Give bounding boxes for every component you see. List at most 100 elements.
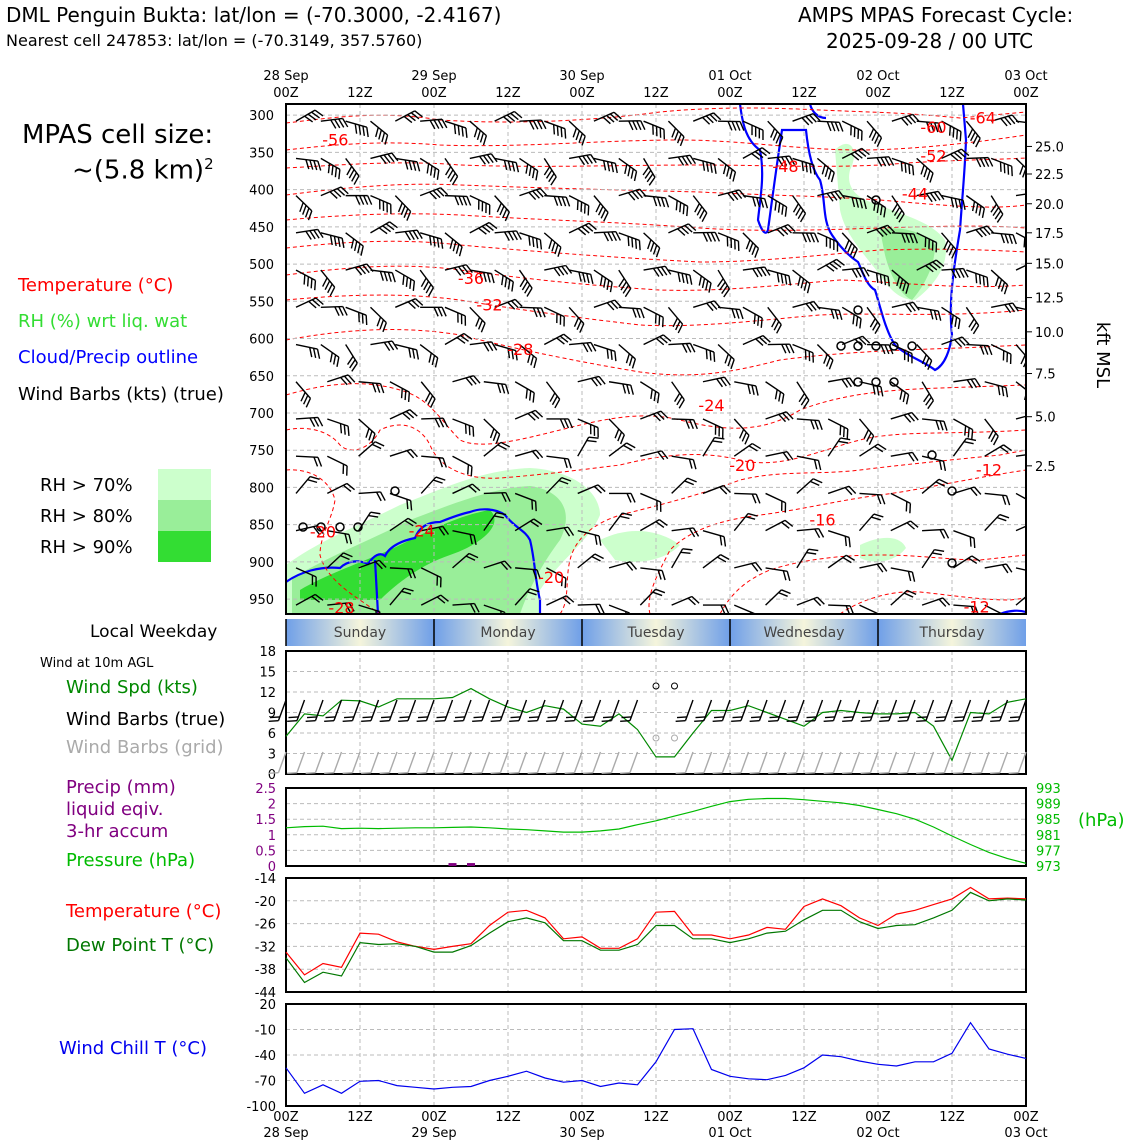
wind-barb <box>953 604 980 614</box>
wind-barb-feather <box>957 319 961 330</box>
wind-barb-feather <box>436 596 446 604</box>
wind-barb-feather <box>329 352 333 363</box>
wind-barb-feather <box>594 534 598 545</box>
wind-barb-feather <box>469 376 477 385</box>
wind-barb-feather <box>322 277 328 287</box>
top-hour-label: 00Z <box>865 86 891 101</box>
wind-barb-shaft <box>610 751 620 773</box>
wind-barb-feather <box>603 277 607 288</box>
wind-barb-feather <box>365 428 370 438</box>
wind-barb <box>984 492 1011 506</box>
wind-barb <box>435 699 454 723</box>
t-contour-mid-3 <box>286 294 1026 327</box>
wind-barb <box>577 529 602 546</box>
wind-barb <box>667 120 685 147</box>
wind-barb <box>320 343 340 367</box>
wind-barb <box>419 187 449 200</box>
temperature-contour-label: -52 <box>920 146 946 165</box>
wind-barb <box>527 699 546 723</box>
wind-barb-shaft <box>888 751 898 773</box>
wind-barb <box>544 194 571 207</box>
wind-barb-feather <box>905 501 908 512</box>
wind-barb <box>389 587 414 606</box>
pressure-line <box>285 797 1027 864</box>
wind-barb <box>452 418 475 437</box>
calm-marker <box>390 486 400 496</box>
wind-barb-feather <box>583 771 594 775</box>
wind-barb-feather <box>734 239 736 250</box>
wind-barb-feather <box>416 771 427 775</box>
wind-barb-feather <box>466 196 472 206</box>
wind-barb-feather <box>407 114 416 122</box>
wind-barb <box>734 381 759 396</box>
height-tick-label: 10.0 <box>1035 326 1064 341</box>
wind-barb-feather <box>838 310 843 321</box>
wind-barb-feather <box>1023 237 1026 248</box>
wind-barb <box>796 418 823 431</box>
wind-barb-feather <box>527 412 536 421</box>
wind-barb <box>984 513 1010 532</box>
wind-barb <box>568 222 597 236</box>
wind-barb-feather <box>342 118 349 128</box>
wind-barb <box>369 306 387 333</box>
wind-barb-feather <box>415 298 424 306</box>
wind-barb-feather <box>338 118 345 128</box>
wind-barb-feather <box>652 267 660 277</box>
wind-barb-feather <box>879 274 883 285</box>
t-contour-mid-4 <box>286 329 1026 376</box>
wind-barb-feather <box>694 771 705 775</box>
wind-barb-feather <box>593 485 602 494</box>
wind-barb-feather <box>532 569 537 579</box>
wind-barb-feather <box>911 571 916 582</box>
wind-barb-feather <box>453 719 464 723</box>
wind-barb-feather <box>586 154 593 164</box>
wind-barb-feather <box>731 771 742 775</box>
wind-barb <box>519 232 543 250</box>
wind-barb-feather <box>640 120 646 131</box>
wind-barb <box>490 751 509 775</box>
wind-barb-feather <box>876 137 883 147</box>
wind-barb-feather <box>809 163 812 174</box>
wind-barb-feather <box>979 157 986 168</box>
bottom-date-label: 03 Oct <box>1004 1126 1047 1140</box>
wind-barb <box>546 455 572 469</box>
wind-barb-feather <box>702 232 709 242</box>
wind-barb <box>667 306 684 334</box>
wind-barb-feather <box>950 269 957 279</box>
wind-barb-feather <box>883 226 892 235</box>
wind-barb-feather <box>626 442 636 449</box>
wind-barb-feather <box>849 245 856 256</box>
wind-barb-feather <box>727 121 733 131</box>
wind-barb-feather <box>935 481 946 487</box>
temperature-contour-label: -60 <box>920 118 946 137</box>
wind-barb-feather <box>590 377 598 387</box>
wind-barb-feather <box>781 393 785 404</box>
wind-barb <box>891 113 920 126</box>
wind-barb-feather <box>983 345 989 355</box>
wind-barb-feather <box>812 352 814 363</box>
wind-barb-feather <box>1004 304 1012 314</box>
weekday-segment <box>434 619 582 646</box>
wind-barb-feather <box>511 230 518 241</box>
wind-barb-feather <box>371 382 377 393</box>
wind-barb-feather <box>958 268 965 278</box>
wind-barb-feather <box>586 273 590 284</box>
wind-barb-feather <box>458 195 464 206</box>
wind-barb-feather <box>778 136 784 147</box>
wind-barb-feather <box>412 348 416 359</box>
wind-barb-feather <box>436 188 445 197</box>
top-hour-label: 12Z <box>643 86 669 101</box>
wind-barb-feather <box>310 278 313 289</box>
wind-barb-feather <box>563 527 571 537</box>
wind-barb-feather <box>602 116 611 125</box>
wind-barb-feather <box>951 249 957 259</box>
wind-barb-feather <box>968 557 978 565</box>
pressure-tick-label: 350 <box>249 146 274 161</box>
height-tick-label: 7.5 <box>1035 368 1056 383</box>
wind-barb-feather <box>573 317 580 327</box>
wind-barb-feather <box>990 719 1001 723</box>
panel-y-tick-label: -100 <box>246 1100 276 1115</box>
wind-barb <box>416 699 435 723</box>
